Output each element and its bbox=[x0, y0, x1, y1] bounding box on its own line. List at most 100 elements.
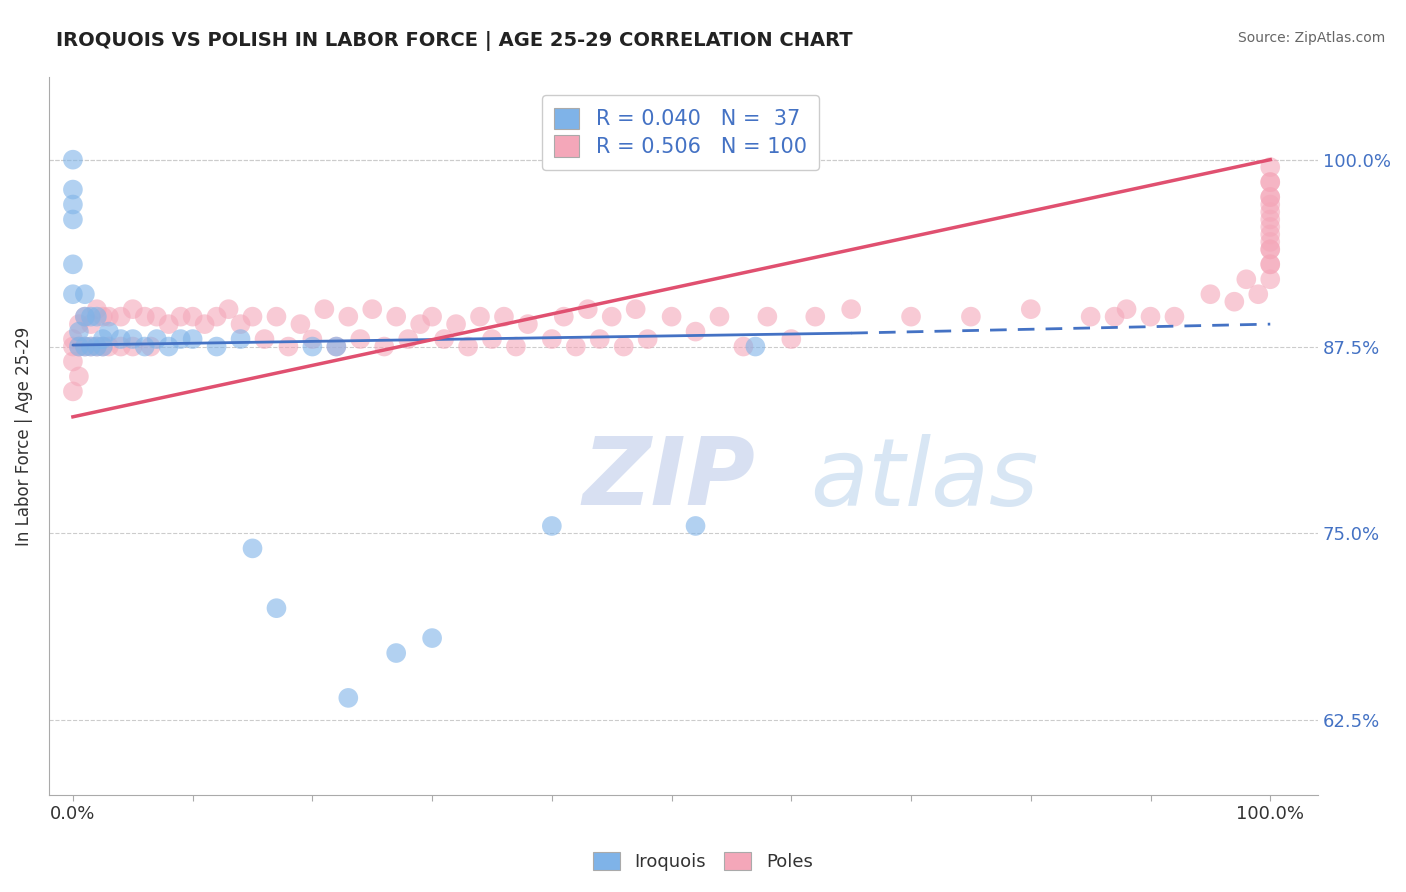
Point bbox=[1258, 190, 1281, 204]
Point bbox=[229, 317, 252, 331]
Point bbox=[1258, 197, 1281, 211]
Point bbox=[134, 340, 156, 354]
Point bbox=[553, 310, 575, 324]
Point bbox=[565, 340, 588, 354]
Point bbox=[624, 302, 647, 317]
Point bbox=[1258, 190, 1281, 204]
Point bbox=[242, 310, 264, 324]
Point bbox=[139, 340, 162, 354]
Point bbox=[373, 340, 395, 354]
Point bbox=[1258, 219, 1281, 234]
Point bbox=[145, 310, 167, 324]
Point bbox=[685, 519, 707, 533]
Point bbox=[91, 310, 114, 324]
Point bbox=[600, 310, 623, 324]
Point bbox=[1258, 243, 1281, 257]
Point bbox=[1258, 257, 1281, 271]
Point bbox=[361, 302, 384, 317]
Point bbox=[337, 690, 360, 705]
Point bbox=[67, 317, 90, 331]
Point bbox=[505, 340, 527, 354]
Point bbox=[121, 302, 143, 317]
Point bbox=[540, 332, 562, 346]
Y-axis label: In Labor Force | Age 25-29: In Labor Force | Age 25-29 bbox=[15, 326, 32, 546]
Text: atlas: atlas bbox=[810, 434, 1039, 524]
Point bbox=[756, 310, 779, 324]
Point bbox=[86, 340, 108, 354]
Point bbox=[80, 317, 103, 331]
Point bbox=[1258, 175, 1281, 189]
Point bbox=[314, 302, 336, 317]
Point bbox=[91, 332, 114, 346]
Point bbox=[134, 310, 156, 324]
Point bbox=[540, 519, 562, 533]
Point bbox=[385, 310, 408, 324]
Point bbox=[420, 631, 443, 645]
Point bbox=[170, 310, 193, 324]
Point bbox=[1199, 287, 1222, 301]
Point bbox=[481, 332, 503, 346]
Point bbox=[80, 310, 103, 324]
Point bbox=[444, 317, 467, 331]
Point bbox=[900, 310, 922, 324]
Point bbox=[1258, 175, 1281, 189]
Point bbox=[709, 310, 731, 324]
Point bbox=[86, 340, 108, 354]
Point bbox=[589, 332, 612, 346]
Point bbox=[516, 317, 538, 331]
Point bbox=[181, 332, 204, 346]
Point bbox=[1258, 160, 1281, 174]
Point bbox=[62, 354, 84, 368]
Point bbox=[110, 332, 132, 346]
Point bbox=[62, 384, 84, 399]
Point bbox=[145, 332, 167, 346]
Point bbox=[337, 310, 360, 324]
Legend: Iroquois, Poles: Iroquois, Poles bbox=[586, 845, 820, 879]
Point bbox=[576, 302, 599, 317]
Point bbox=[67, 340, 90, 354]
Point bbox=[1115, 302, 1137, 317]
Point bbox=[218, 302, 240, 317]
Point bbox=[301, 332, 323, 346]
Point bbox=[492, 310, 515, 324]
Point bbox=[744, 340, 766, 354]
Point bbox=[110, 340, 132, 354]
Point bbox=[457, 340, 479, 354]
Point bbox=[91, 340, 114, 354]
Point bbox=[62, 332, 84, 346]
Point bbox=[1223, 294, 1246, 309]
Point bbox=[1258, 257, 1281, 271]
Point bbox=[804, 310, 827, 324]
Point bbox=[1258, 212, 1281, 227]
Point bbox=[661, 310, 683, 324]
Legend: R = 0.040   N =  37, R = 0.506   N = 100: R = 0.040 N = 37, R = 0.506 N = 100 bbox=[541, 95, 820, 169]
Point bbox=[73, 310, 96, 324]
Text: Source: ZipAtlas.com: Source: ZipAtlas.com bbox=[1237, 31, 1385, 45]
Point bbox=[613, 340, 636, 354]
Point bbox=[170, 332, 193, 346]
Point bbox=[1258, 243, 1281, 257]
Point bbox=[409, 317, 432, 331]
Point bbox=[1258, 227, 1281, 242]
Point bbox=[62, 287, 84, 301]
Point bbox=[266, 310, 288, 324]
Point bbox=[181, 310, 204, 324]
Point bbox=[62, 153, 84, 167]
Point bbox=[205, 340, 228, 354]
Point bbox=[1080, 310, 1102, 324]
Point bbox=[1258, 205, 1281, 219]
Point bbox=[67, 340, 90, 354]
Point bbox=[121, 332, 143, 346]
Point bbox=[277, 340, 299, 354]
Point bbox=[385, 646, 408, 660]
Point bbox=[73, 287, 96, 301]
Point bbox=[86, 302, 108, 317]
Point bbox=[110, 310, 132, 324]
Point bbox=[97, 340, 120, 354]
Point bbox=[62, 257, 84, 271]
Point bbox=[62, 197, 84, 211]
Point bbox=[1139, 310, 1161, 324]
Point bbox=[420, 310, 443, 324]
Text: IROQUOIS VS POLISH IN LABOR FORCE | AGE 25-29 CORRELATION CHART: IROQUOIS VS POLISH IN LABOR FORCE | AGE … bbox=[56, 31, 853, 51]
Point bbox=[157, 317, 180, 331]
